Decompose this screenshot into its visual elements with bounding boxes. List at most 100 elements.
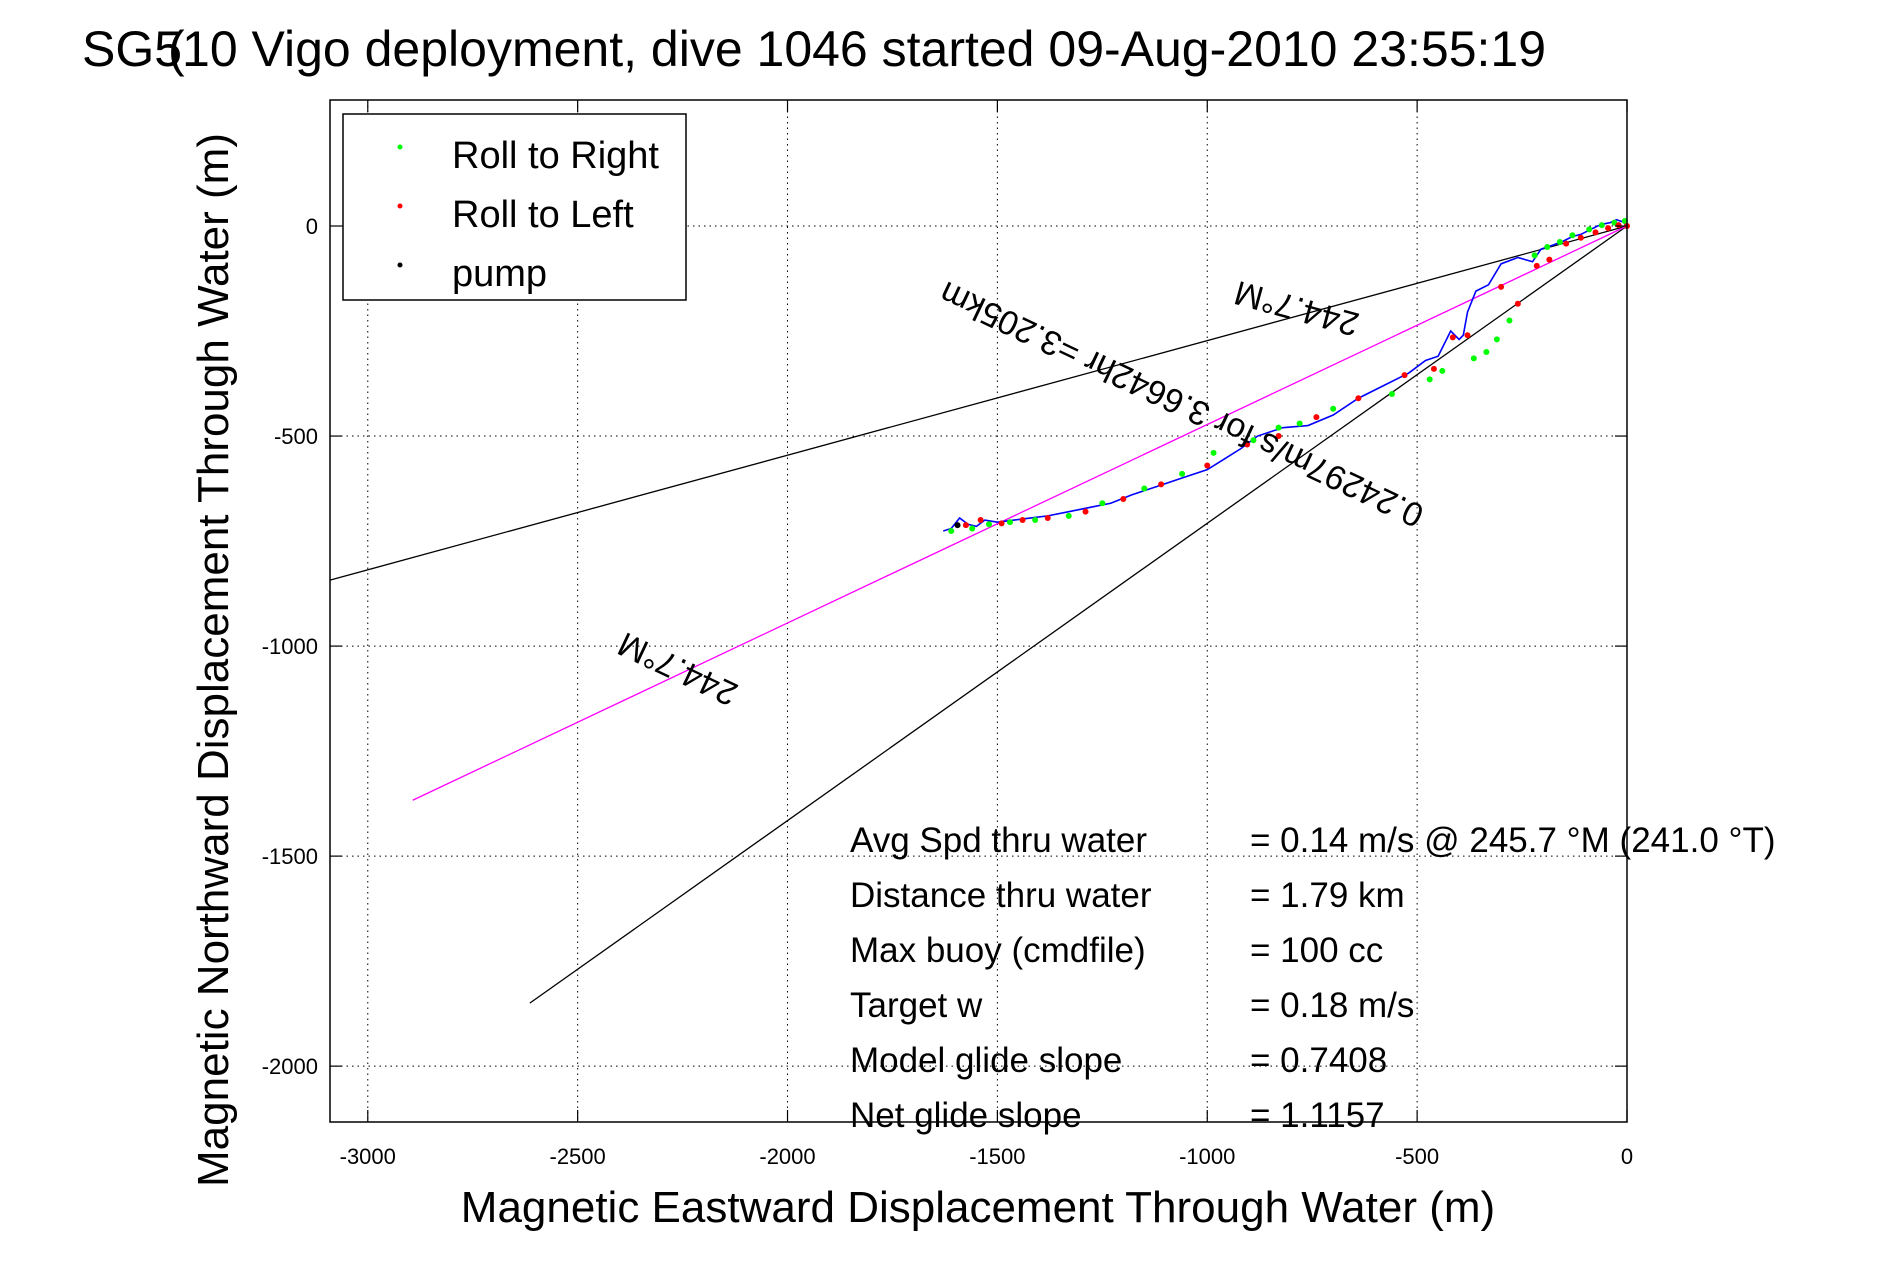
point-roll-to-left — [1563, 240, 1570, 247]
x-tick-label: -3000 — [340, 1144, 396, 1169]
point-roll-to-right — [1506, 317, 1513, 324]
annotation-label: 244.7°M — [612, 624, 743, 713]
point-roll-to-left — [1355, 395, 1362, 402]
point-roll-to-right — [1099, 500, 1106, 507]
point-roll-to-left — [1019, 517, 1026, 524]
point-roll-to-left — [1401, 372, 1408, 379]
chart-title: SG510 Vigo deployment, dive 1046 started… — [82, 21, 1546, 77]
point-roll-to-left — [1430, 365, 1437, 372]
legend-marker-roll-right — [397, 144, 403, 150]
point-roll-to-left — [1275, 433, 1282, 440]
x-tick-label: -2000 — [759, 1144, 815, 1169]
point-roll-to-right — [1569, 232, 1576, 239]
stat-label: Model glide slope — [850, 1041, 1122, 1080]
point-roll-to-left — [998, 520, 1005, 527]
x-axis-label: Magnetic Eastward Displacement Through W… — [461, 1183, 1495, 1232]
stat-label: Target w — [850, 986, 983, 1025]
point-roll-to-right — [1470, 355, 1477, 362]
point-roll-to-left — [1313, 414, 1320, 421]
point-roll-to-left — [1514, 300, 1521, 307]
point-roll-to-left — [1244, 441, 1251, 448]
title-overlay-glyph: ( — [168, 21, 185, 77]
stat-value: = 0.18 m/s — [1250, 986, 1414, 1025]
point-roll-to-right — [1275, 424, 1282, 431]
point-roll-to-right — [1032, 517, 1039, 524]
x-tick-label: -1500 — [969, 1144, 1025, 1169]
point-roll-to-right — [1586, 226, 1593, 233]
series-track — [943, 218, 1628, 532]
y-tick-label: -1000 — [262, 634, 318, 659]
y-tick-label: -2000 — [262, 1054, 318, 1079]
point-roll-to-left — [1546, 256, 1553, 263]
x-tick-label: 0 — [1621, 1144, 1633, 1169]
annotation-label: 244.7°M — [1230, 273, 1363, 343]
point-roll-to-right — [969, 525, 976, 532]
point-roll-to-left — [1204, 462, 1211, 469]
point-roll-to-left — [1577, 234, 1584, 241]
x-tick-label: -1000 — [1179, 1144, 1235, 1169]
point-roll-to-right — [1426, 376, 1433, 383]
point-roll-to-left — [1615, 222, 1622, 229]
annotation-layer: 244.7°M0.24297m/s for 3.6642hr =3.205km2… — [612, 273, 1429, 713]
point-roll-to-left — [1464, 332, 1471, 339]
point-roll-to-right — [1179, 470, 1186, 477]
plot-area-border — [329, 99, 1628, 1123]
point-roll-to-right — [1493, 336, 1500, 343]
point-roll-to-left — [1158, 481, 1165, 488]
point-roll-to-left — [1044, 514, 1051, 521]
point-roll-to-right — [985, 521, 992, 528]
point-roll-to-right — [1210, 449, 1217, 456]
legend-label-roll-left: Roll to Left — [452, 194, 634, 236]
point-roll-to-left — [1605, 225, 1612, 232]
y-axis-label: Magnetic Northward Displacement Through … — [189, 133, 238, 1187]
stat-label: Net glide slope — [850, 1096, 1082, 1135]
stat-label: Distance thru water — [850, 876, 1152, 915]
point-roll-to-right — [1006, 519, 1013, 526]
series-cone-upper — [329, 225, 1628, 581]
point-roll-to-right — [1250, 437, 1257, 444]
x-tick-label: -2500 — [550, 1144, 606, 1169]
point-roll-to-left — [977, 517, 984, 524]
y-tick-label: -500 — [274, 424, 318, 449]
series-cone-lower — [529, 225, 1628, 1004]
legend-marker-roll-left — [397, 203, 403, 209]
point-roll-to-right — [1439, 367, 1446, 374]
y-tick-label: -1500 — [262, 844, 318, 869]
stats-block: Avg Spd thru water = 0.14 m/s @ 245.7 °M… — [850, 821, 1776, 1135]
stat-value: = 0.14 m/s @ 245.7 °M (241.0 °T) — [1250, 821, 1776, 860]
point-roll-to-right — [1330, 405, 1337, 412]
point-roll-to-right — [1598, 222, 1605, 229]
point-pump — [954, 522, 961, 529]
legend: Roll to Right Roll to Left pump — [342, 113, 687, 301]
point-roll-to-right — [1065, 512, 1072, 519]
point-roll-to-right — [948, 527, 955, 534]
point-roll-to-right — [1141, 485, 1148, 492]
tick-layer: -3000 -2500 -2000 -1500 -1000 -500 0 0 -500 -1000… — [262, 100, 1633, 1169]
point-roll-to-right — [1544, 244, 1551, 251]
point-roll-to-left — [962, 522, 969, 529]
stat-value: = 1.1157 — [1250, 1096, 1385, 1135]
stat-value: = 0.7408 — [1250, 1041, 1387, 1080]
point-roll-to-left — [1498, 283, 1505, 290]
series-layer — [329, 217, 1630, 1004]
point-roll-to-right — [1296, 420, 1303, 427]
legend-label-roll-right: Roll to Right — [452, 135, 659, 177]
y-tick-label: 0 — [306, 214, 318, 239]
x-tick-label: -500 — [1395, 1144, 1439, 1169]
stat-label: Max buoy (cmdfile) — [850, 931, 1146, 970]
legend-label-pump: pump — [452, 253, 547, 295]
point-roll-to-right — [1531, 252, 1538, 259]
point-roll-to-left — [1120, 496, 1127, 503]
point-roll-to-left — [1082, 508, 1089, 515]
stat-value: = 100 cc — [1250, 931, 1383, 970]
series-heading-line — [412, 225, 1628, 801]
point-roll-to-left — [1449, 334, 1456, 341]
stat-value: = 1.79 km — [1250, 876, 1405, 915]
point-roll-to-left — [1592, 229, 1599, 236]
point-roll-to-right — [1483, 349, 1490, 356]
legend-marker-pump — [397, 262, 403, 268]
point-roll-to-right — [1556, 238, 1563, 245]
point-roll-to-right — [1388, 391, 1395, 398]
point-roll-to-left — [1533, 262, 1540, 269]
